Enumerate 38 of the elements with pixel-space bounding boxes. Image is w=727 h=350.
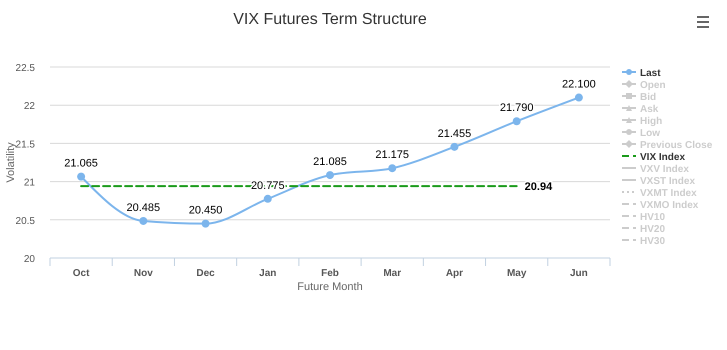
data-label: 22.100 [562,78,596,91]
x-tick-label: Apr [446,268,464,279]
y-axis-title: Volatility [5,142,17,183]
point [574,94,583,102]
y-tick-label: 22 [24,101,36,112]
y-tick-label: 22.5 [16,63,36,74]
data-label: 21.065 [64,158,98,170]
data-label: 20.94 [524,181,554,194]
data-label: 20.450 [188,204,222,217]
x-tick-label: Mar [383,268,402,279]
data-label: 21.455 [438,128,472,140]
x-tick-label: May [506,268,527,279]
point [450,142,458,151]
data-label: 20.485 [126,202,160,214]
data-label: 21.790 [500,102,534,114]
y-tick-label: 21 [24,178,36,189]
chart-title: VIX Futures Term Structure [233,11,427,28]
point [77,172,86,181]
x-tick-label: Jun [570,268,588,279]
x-tick-label: Oct [72,268,90,279]
y-tick-label: 20.5 [16,216,36,227]
y-tick-label: 21.5 [16,139,36,150]
legend-label: Last [640,68,662,79]
x-tick-label: Feb [321,268,339,279]
x-tick-label: Dec [196,268,216,279]
x-tick-label: Jan [259,268,276,279]
x-tick-label: Nov [134,268,154,279]
data-label: 21.175 [375,149,410,162]
point [202,220,210,228]
data-label: 21.085 [313,156,347,168]
legend-label: VIX Index [640,152,686,163]
point [388,164,396,172]
point [264,194,272,203]
point [139,216,148,225]
x-axis-title: Future Month [297,281,363,293]
point [326,171,334,180]
y-tick-label: 20 [24,254,36,265]
point [512,117,521,126]
